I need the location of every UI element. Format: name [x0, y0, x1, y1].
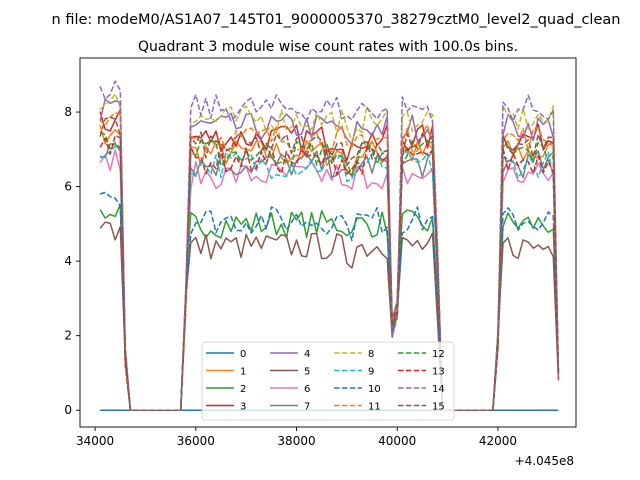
plot-frame	[79, 57, 577, 428]
legend-label-12: 12	[432, 349, 445, 360]
legend-label-2: 2	[240, 384, 246, 395]
legend-label-15: 15	[432, 402, 445, 413]
legend-label-4: 4	[304, 349, 310, 360]
x-tick-label: 40000	[378, 434, 416, 448]
legend-label-8: 8	[368, 349, 374, 360]
legend-label-1: 1	[240, 367, 246, 378]
figure-suptitle: n file: modeM0/AS1A07_145T01_9000005370_…	[52, 12, 621, 28]
legend-label-6: 6	[304, 384, 310, 395]
axes-layer: 34000 36000 38000 40000 42000 0 2 4 6 8	[64, 57, 577, 448]
y-tick-label: 6	[64, 180, 72, 194]
legend-label-3: 3	[240, 402, 246, 413]
chart-title: Quadrant 3 module wise count rates with …	[138, 39, 518, 55]
x-tick-label: 38000	[277, 434, 315, 448]
y-tick-label: 4	[64, 254, 72, 268]
series-layer	[99, 80, 560, 411]
legend-label-11: 11	[368, 402, 381, 413]
legend-label-0: 0	[240, 349, 246, 360]
legend-label-14: 14	[432, 384, 445, 395]
legend-box	[201, 341, 455, 421]
legend-label-10: 10	[368, 384, 381, 395]
legend-label-5: 5	[304, 367, 310, 378]
legend-label-7: 7	[304, 402, 310, 413]
x-tick-label: 42000	[479, 434, 517, 448]
series-line-15	[99, 116, 560, 411]
x-tick-label: 34000	[76, 434, 114, 448]
x-offset-label: +4.045e8	[515, 454, 574, 468]
legend-label-13: 13	[432, 367, 445, 378]
legend-label-9: 9	[368, 367, 374, 378]
y-tick-label: 8	[64, 105, 72, 119]
x-tick-label: 36000	[177, 434, 215, 448]
series-line-8	[99, 93, 560, 411]
y-tick-label: 0	[64, 403, 72, 417]
y-tick-label: 2	[64, 329, 72, 343]
